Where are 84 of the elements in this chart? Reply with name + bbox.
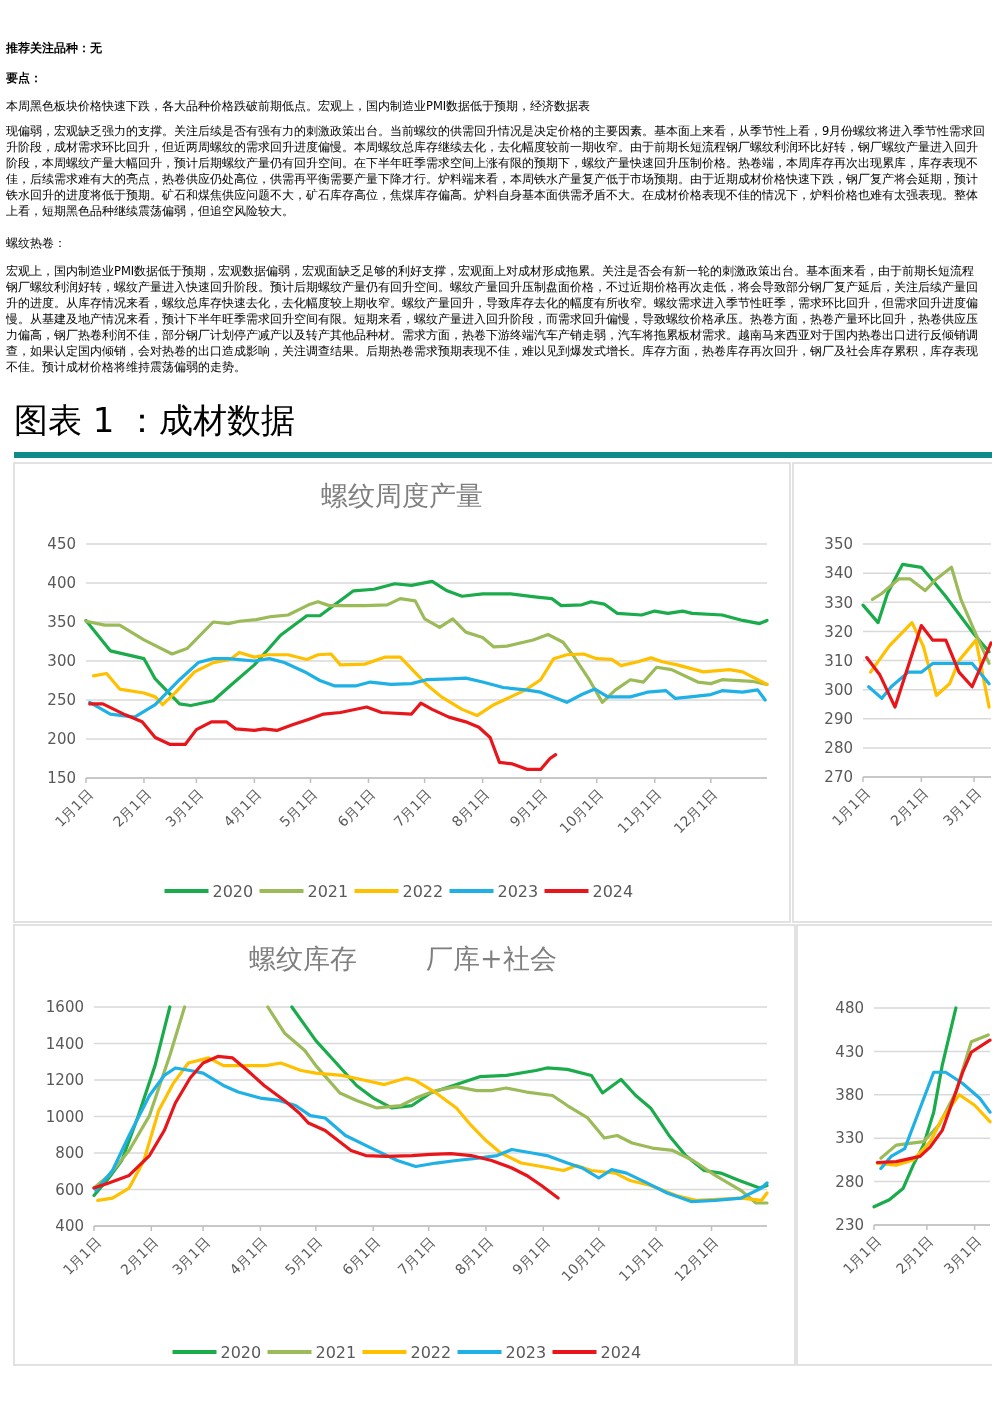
y-tick-label: 200 — [47, 730, 76, 749]
x-tick-label: 10月1日 — [558, 1234, 609, 1285]
y-tick-label: 600 — [55, 1180, 84, 1199]
x-tick-label: 2月1日 — [117, 1234, 161, 1278]
line-series — [88, 701, 558, 772]
x-tick-label: 1月1日 — [828, 785, 873, 829]
x-tick-label: 8月1日 — [448, 786, 493, 830]
y-tick-label: 380 — [835, 1086, 864, 1105]
x-tick-label: 7月1日 — [394, 1234, 439, 1278]
line-series — [84, 597, 769, 704]
x-tick-label: 2月1日 — [887, 785, 931, 829]
y-tick-label: 450 — [47, 535, 76, 554]
y-tick-label: 150 — [47, 769, 76, 788]
y-tick-label: 480 — [835, 999, 864, 1018]
y-tick-label: 330 — [824, 593, 853, 612]
y-tick-label: 320 — [824, 622, 853, 641]
x-tick-label: 6月1日 — [334, 786, 379, 830]
text: 要点： — [6, 70, 43, 86]
legend-label: 2024 — [600, 1342, 642, 1362]
x-tick-label: 3月1日 — [940, 1233, 985, 1277]
x-tick-label: 11月1日 — [614, 786, 665, 837]
y-tick-label: 250 — [47, 691, 76, 710]
y-tick-label: 430 — [835, 1042, 864, 1061]
y-tick-label: 1600 — [45, 998, 84, 1017]
text: 现偏弱，宏观缺乏强力的支撑。关注后续是否有强有力的刺激政策出台。当前螺纹的供需回升情况是决定价格的主要因素。基本面上来看，从季节性上看，9月份螺纹将进入季节性需求回升阶段，成材需求环比回升，但近两周螺纹的需求回升进度偏慢。本周螺纹总库存继续去化，去化幅度较前一期收窄。由于前期长短流程钢厂螺纹利润环比好转，钢厂螺纹产量进入回升阶段，本周螺纹产量大幅回升，预计后期螺纹产量仍有回升空间。在下半年旺季需求空间上涨有限的预期下，螺纹产量快速回升压制价格。热卷端，本周库存再次出现累库，库存表现不佳，后续需求难有大的亮点，热卷供应仍处高位，供需再平衡需要产量下降才行。炉料端来看，本周铁水产量复产低于市场预期。由于近期成材价格快速下跌，钢厂复产将会延期，预计铁水回升的进度将低于预期。矿石和煤焦供应问题不大，矿石库存高位，焦煤库存偏高。炉料自身基本面供需矛盾不大。在成材价格表现不佳的情况下，炉料价格也难有太强表现。整体上看，短期黑色品种继续震荡偏弱，但追空风险较大。 — [6, 123, 986, 219]
legend-label: 2021 — [307, 881, 349, 901]
y-tick-label: 330 — [835, 1129, 864, 1148]
line-series — [879, 1070, 992, 1171]
x-tick-label: 5月1日 — [281, 1234, 326, 1278]
x-tick-label: 2月1日 — [892, 1233, 937, 1277]
legend-label: 2024 — [592, 881, 634, 901]
y-tick-label: 310 — [824, 651, 853, 670]
x-tick-label: 1月1日 — [51, 786, 96, 830]
x-tick-label: 10月1日 — [556, 786, 607, 837]
y-tick-label: 1400 — [45, 1034, 84, 1053]
line-series — [870, 565, 991, 666]
y-tick-label: 300 — [824, 680, 853, 699]
legend-label: 2021 — [315, 1342, 357, 1362]
x-tick-label: 3月1日 — [168, 1234, 213, 1278]
y-tick-label: 270 — [824, 768, 853, 787]
x-tick-label: 3月1日 — [162, 786, 206, 830]
y-tick-label: 280 — [835, 1172, 864, 1191]
x-tick-label: 8月1日 — [451, 1234, 496, 1278]
y-tick-label: 350 — [824, 535, 853, 554]
chart-title: 螺纹周度产量 — [321, 480, 483, 511]
x-tick-label: 9月1日 — [509, 1234, 553, 1278]
x-tick-label: 12月1日 — [670, 786, 721, 837]
y-tick-label: 340 — [824, 564, 853, 583]
legend-label: 2023 — [497, 881, 539, 901]
y-tick-label: 230 — [835, 1216, 864, 1235]
text: 图表 1 ：成材数据 — [14, 399, 296, 442]
text: 宏观上，国内制造业PMI数据低于预期，宏观数据偏弱，宏观面缺乏足够的利好支撑，宏观面上对成材形成拖累。关注是否会有新一轮的刺激政策出台。基本面来看，由于前期长短流程钢厂螺纹利润好转，螺纹产量进入快速回升阶段。预计后期螺纹产量仍有回升空间。螺纹产量回升压制盘面价格，不过近期价格再次走低，将会导致部分钢厂复产延后，关注后续产量回升的进度。从库存情况来看，螺纹总库存快速去化，去化幅度较上期收窄。螺纹产量回升，导致库存去化的幅度有所收窄。螺纹需求进入季节性旺季，需求环比回升，但需求回升进度偏慢。从基建及地产情况来看，预计下半年旺季需求回升空间有限。短期来看，螺纹产量进入回升阶段，而需求回升偏慢，导致螺纹价格承压。热卷方面，热卷产量环比回升，热卷供应压力偏高，钢厂热卷利润不佳，部分钢厂计划停产减产以及转产其他品种材。需求方面，热卷下游终端汽车产销走弱，汽车将拖累板材需求。越南马来西亚对于国内热卷出口进行反倾销调查，如果认定国内倾销，会对热卷的出口造成影响，关注调查结果。后期热卷需求预期表现不佳，难以见到爆发式增长。库存方面，热卷库存再次回升，钢厂及社会库存累积，库存表现不佳。预计成材价格将维持震荡偏弱的走势。 — [6, 263, 979, 375]
y-tick-label: 400 — [47, 574, 76, 593]
y-tick-label: 300 — [47, 652, 76, 671]
y-tick-label: 1200 — [45, 1071, 84, 1090]
text: 本周黑色板块价格快速下跌，各大品种价格跌破前期低点。宏观上，国内制造业PMI数据低于预期，经济数据表 — [6, 98, 592, 114]
x-tick-label: 4月1日 — [220, 786, 264, 830]
legend-label: 2022 — [402, 881, 444, 901]
legend-label: 2023 — [505, 1342, 547, 1362]
x-tick-label: 6月1日 — [339, 1234, 383, 1278]
x-tick-label: 11月1日 — [615, 1234, 666, 1285]
legend-label: 2020 — [212, 881, 254, 901]
legend-label: 2022 — [410, 1342, 452, 1362]
y-tick-label: 1000 — [45, 1107, 84, 1126]
x-tick-label: 3月1日 — [939, 785, 984, 829]
text: 推荐关注品种：无 — [6, 40, 103, 56]
x-tick-label: 1月1日 — [839, 1233, 884, 1277]
x-tick-label: 9月1日 — [506, 786, 551, 830]
x-tick-label: 5月1日 — [276, 786, 321, 830]
x-tick-label: 7月1日 — [390, 786, 435, 830]
x-tick-label: 4月1日 — [226, 1234, 270, 1278]
y-tick-label: 350 — [47, 613, 76, 632]
y-tick-label: 290 — [824, 710, 853, 728]
line-series — [84, 579, 769, 708]
y-tick-label: 400 — [55, 1217, 84, 1236]
x-tick-label: 12月1日 — [671, 1234, 722, 1285]
y-tick-label: 800 — [55, 1144, 84, 1163]
text: 螺纹热卷： — [6, 235, 67, 251]
chart-title: 螺纹库存 厂库+社会 — [249, 943, 557, 974]
legend-label: 2020 — [220, 1342, 262, 1362]
x-tick-label: 1月1日 — [59, 1234, 104, 1278]
x-tick-label: 2月1日 — [109, 786, 154, 830]
line-series — [92, 1054, 560, 1200]
y-tick-label: 280 — [824, 739, 853, 758]
